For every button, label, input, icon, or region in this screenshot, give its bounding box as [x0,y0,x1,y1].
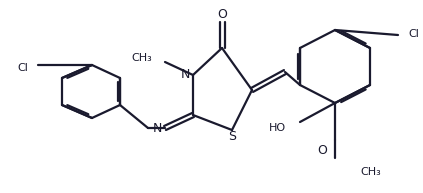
Text: N: N [152,122,162,135]
Text: Cl: Cl [17,63,28,73]
Text: N: N [180,69,190,81]
Text: O: O [217,8,227,20]
Text: HO: HO [269,123,286,133]
Text: CH₃: CH₃ [131,53,152,63]
Text: CH₃: CH₃ [360,167,381,177]
Text: Cl: Cl [408,29,419,39]
Text: O: O [317,144,327,157]
Text: S: S [228,130,236,144]
